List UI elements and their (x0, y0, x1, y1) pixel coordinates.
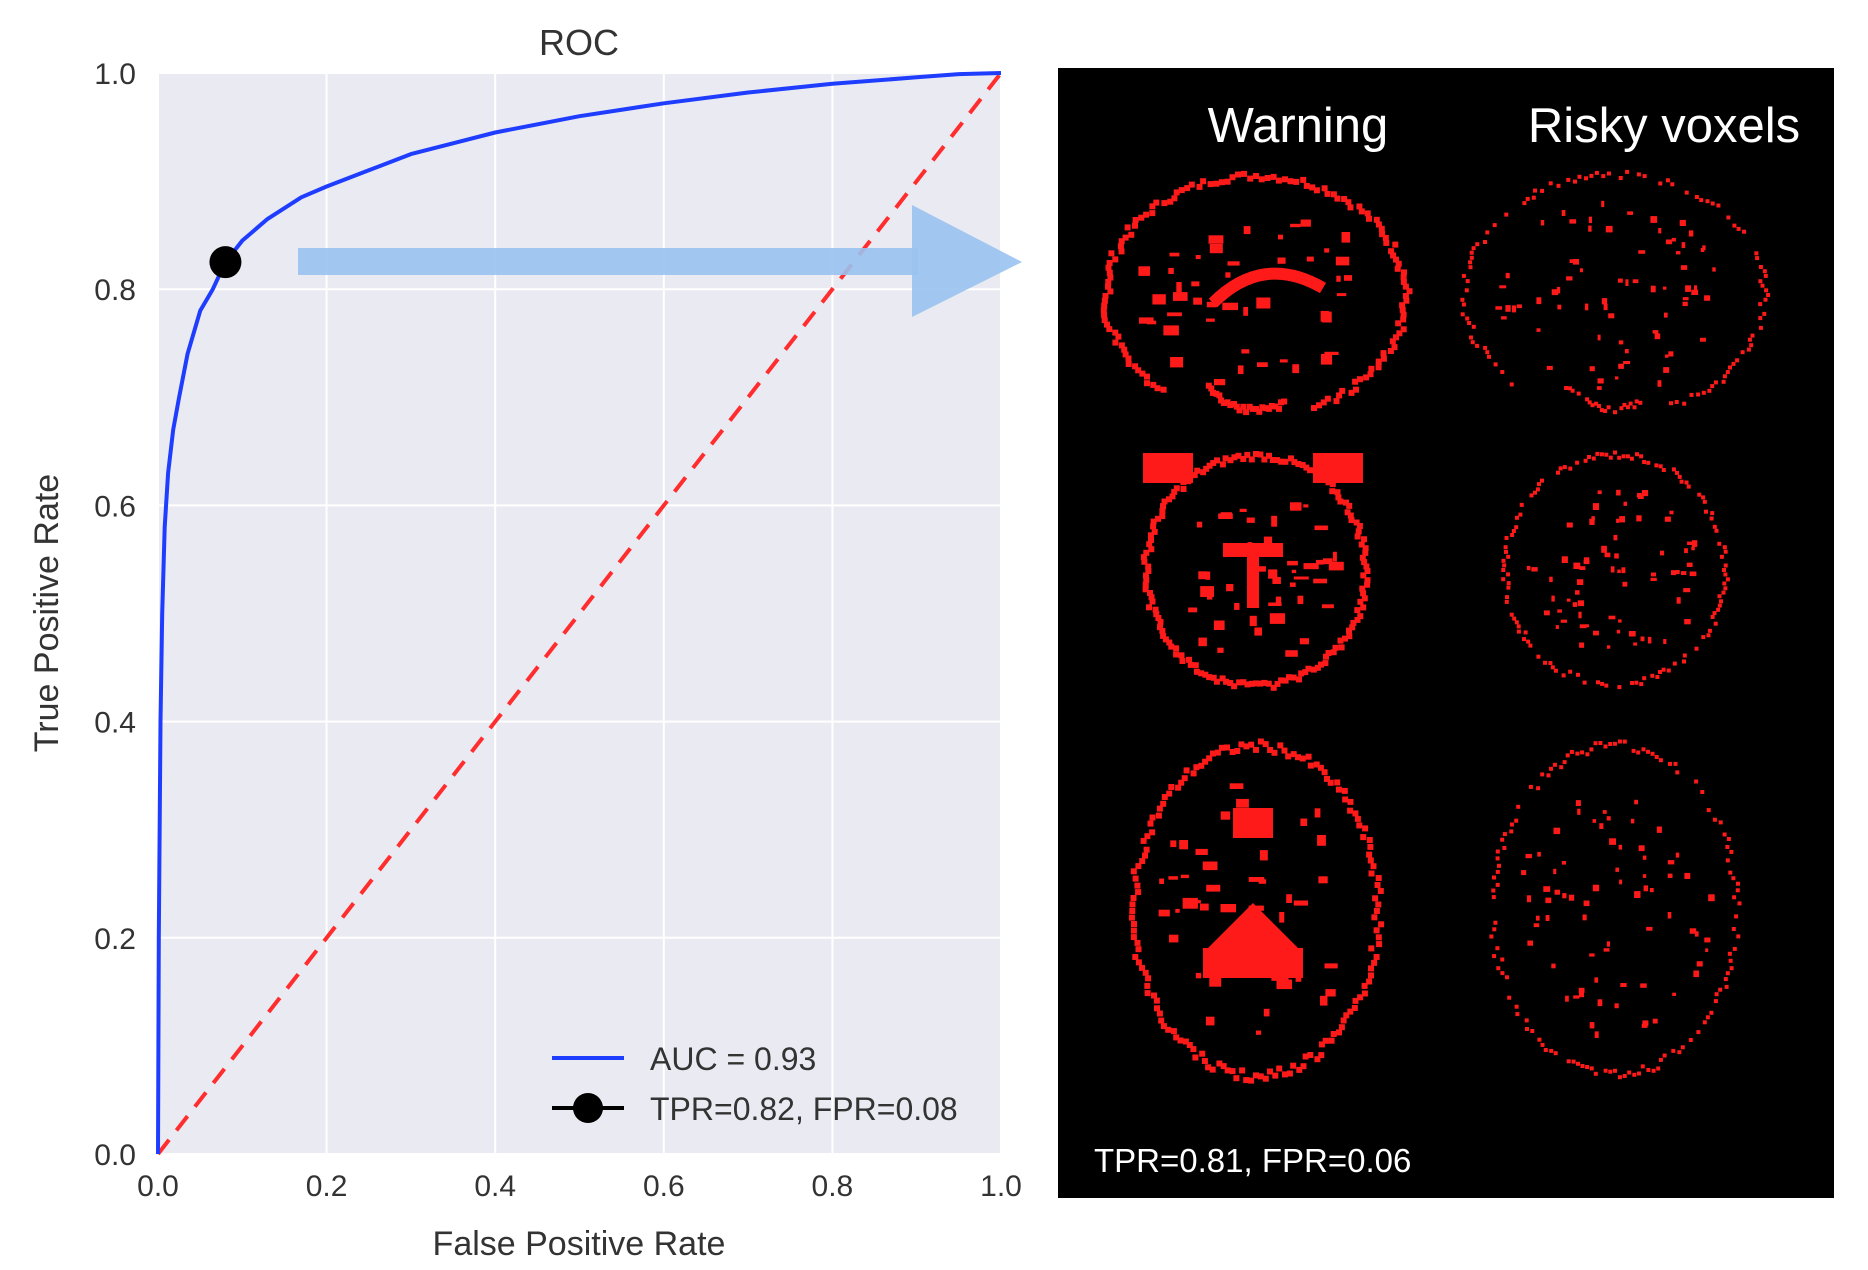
column-title-risky-voxels: Risky voxels (1527, 99, 1801, 153)
arrow-head (912, 205, 1022, 317)
y-tick-label: 1.0 (94, 58, 136, 91)
brain-mask-panel: Warning Risky voxels TPR=0.81, FPR=0.06 (1058, 68, 1834, 1198)
x-tick-label: 0.8 (812, 1170, 854, 1203)
x-axis-label: False Positive Rate (433, 1225, 726, 1263)
y-tick-label: 0.2 (94, 923, 136, 956)
x-tick-label: 0.2 (306, 1170, 348, 1203)
y-tick-label: 0.4 (94, 707, 136, 740)
roc-curve-line (156, 71, 1002, 1155)
tick-labels: 0.0 0.2 0.4 0.6 0.8 1.0 0.0 0.2 0.4 0.6 0.8 1.0 (94, 58, 1022, 1203)
warning-axial-mask (1128, 738, 1385, 1084)
arrow-shaft (298, 248, 918, 275)
plot-area (158, 73, 1001, 1154)
y-tick-label: 0.8 (94, 274, 136, 307)
legend-marker-point (573, 1093, 603, 1123)
operating-point-marker (209, 246, 242, 279)
x-tick-label: 0.0 (137, 1170, 179, 1203)
warning-coronal-mask (1140, 451, 1371, 691)
legend: AUC = 0.93 TPR=0.82, FPR=0.08 (552, 1041, 958, 1127)
chart-title: ROC (539, 22, 619, 63)
warning-sagittal-mask (1100, 170, 1413, 416)
x-tick-label: 0.4 (474, 1170, 516, 1203)
risky-axial-mask (1489, 739, 1742, 1080)
risky-coronal-mask (1501, 450, 1730, 690)
legend-label-point: TPR=0.82, FPR=0.08 (650, 1091, 958, 1127)
y-tick-label: 0.6 (94, 490, 136, 523)
risky-sagittal-mask (1460, 169, 1771, 415)
roc-chart: 0.0 0.2 0.4 0.6 0.8 1.0 0.0 0.2 0.4 0.6 0.8 1.0 ROC… (28, 22, 1022, 1263)
legend-label-auc: AUC = 0.93 (650, 1041, 816, 1077)
highlight-arrow (298, 205, 1022, 317)
y-tick-label: 0.0 (94, 1139, 136, 1172)
x-tick-label: 1.0 (980, 1170, 1022, 1203)
panel-caption: TPR=0.81, FPR=0.06 (1094, 1142, 1412, 1179)
brain-mask-images (1100, 169, 1771, 1084)
x-tick-label: 0.6 (643, 1170, 685, 1203)
column-title-warning: Warning (1207, 99, 1389, 153)
y-axis-label: True Positive Rate (28, 474, 66, 752)
